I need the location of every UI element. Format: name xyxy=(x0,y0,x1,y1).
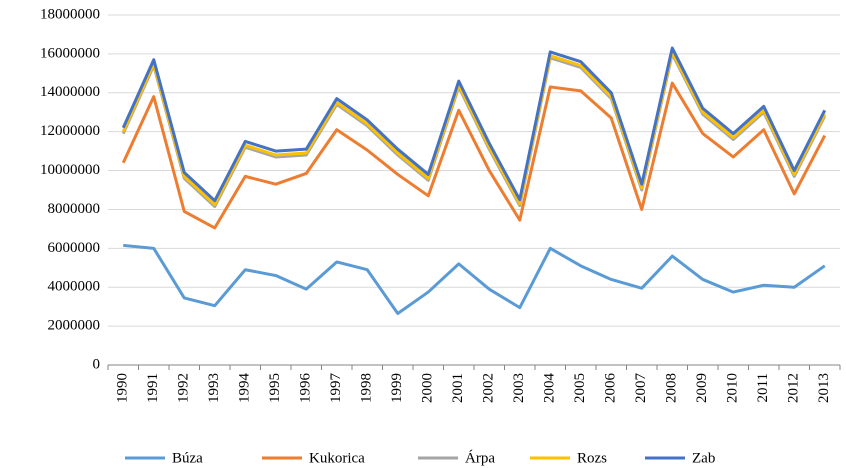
series-line xyxy=(121,81,827,230)
y-tick-label: 14000000 xyxy=(40,84,100,100)
y-tick-label: 18000000 xyxy=(40,6,100,22)
y-tick-label: 10000000 xyxy=(40,162,100,178)
x-tick-label: 1997 xyxy=(328,373,344,404)
x-tick-label: 1999 xyxy=(389,373,405,403)
series-line xyxy=(123,243,826,315)
series-line xyxy=(121,50,827,207)
x-tick-label: 2009 xyxy=(694,373,710,403)
x-tick-label: 1996 xyxy=(298,373,314,404)
x-tick-label: 2013 xyxy=(816,373,832,403)
y-tick-label: 0 xyxy=(93,356,101,372)
x-tick-label: 2001 xyxy=(450,373,466,403)
x-tick-label: 2008 xyxy=(664,373,680,403)
x-tick-label: 1991 xyxy=(145,373,161,403)
y-tick-label: 2000000 xyxy=(48,318,101,334)
y-tick-label: 6000000 xyxy=(48,240,101,256)
y-tick-label: 4000000 xyxy=(48,279,101,295)
y-tick-label: 12000000 xyxy=(40,123,100,139)
x-tick-label: 2007 xyxy=(633,373,649,404)
legend-label: Rozs xyxy=(577,450,607,466)
x-tick-label: 2002 xyxy=(481,373,497,403)
x-tick-label: 2000 xyxy=(420,373,436,403)
x-tick-label: 1995 xyxy=(267,373,283,403)
y-tick-label: 16000000 xyxy=(40,45,100,61)
x-tick-label: 1994 xyxy=(237,373,253,404)
x-tick-label: 2010 xyxy=(725,373,741,403)
x-tick-label: 2005 xyxy=(572,373,588,403)
series-line xyxy=(121,52,827,209)
y-tick-label: 8000000 xyxy=(48,201,101,217)
legend-label: Kukorica xyxy=(309,450,365,466)
x-tick-label: 1998 xyxy=(359,373,375,403)
legend-label: Zab xyxy=(692,450,715,466)
legend-label: Árpa xyxy=(465,449,495,466)
x-tick-label: 2012 xyxy=(786,373,802,403)
x-tick-label: 2003 xyxy=(511,373,527,403)
series-line xyxy=(121,46,827,203)
x-tick-label: 2004 xyxy=(542,373,558,404)
x-tick-label: 1992 xyxy=(176,373,192,403)
legend-label: Búza xyxy=(172,450,203,466)
x-tick-label: 1993 xyxy=(206,373,222,403)
x-tick-label: 2006 xyxy=(603,373,619,404)
x-tick-label: 1990 xyxy=(115,373,131,403)
x-tick-label: 2011 xyxy=(755,373,771,402)
